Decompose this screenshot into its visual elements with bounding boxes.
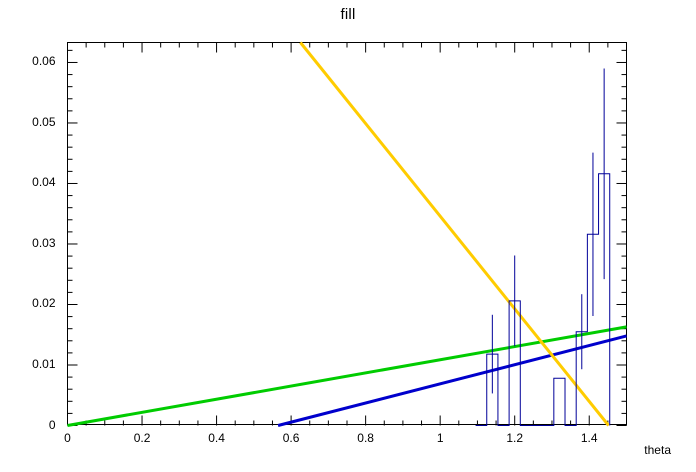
axis-ticks bbox=[67, 42, 627, 426]
y-tick-label: 0.05 bbox=[32, 114, 56, 129]
x-tick-label: 0 bbox=[64, 430, 71, 445]
series-histogram bbox=[475, 173, 611, 426]
series-green-line bbox=[67, 325, 627, 427]
data-series bbox=[67, 41, 627, 427]
y-tick-label: 0.06 bbox=[32, 54, 56, 69]
x-tick-label: 0.4 bbox=[208, 430, 225, 445]
x-axis-title: theta bbox=[644, 443, 671, 457]
page-title: fill bbox=[340, 6, 356, 23]
y-tick-label: 0.01 bbox=[32, 356, 56, 371]
x-tick-label: 0.8 bbox=[357, 430, 374, 445]
x-tick-label: 0.6 bbox=[282, 430, 300, 445]
y-tick-label: 0 bbox=[48, 417, 56, 432]
y-tick-label: 0.02 bbox=[32, 296, 56, 311]
y-tick-label: 0.04 bbox=[32, 175, 56, 190]
y-tick-label: 0.03 bbox=[32, 235, 56, 250]
x-tick-label: 0.2 bbox=[133, 430, 151, 445]
series-yellow-line bbox=[299, 41, 610, 427]
x-tick-label: 1 bbox=[436, 430, 444, 445]
x-tick-label: 1.2 bbox=[506, 430, 524, 445]
x-tick-label: 1.4 bbox=[580, 430, 598, 445]
series-blue-line bbox=[277, 334, 627, 427]
